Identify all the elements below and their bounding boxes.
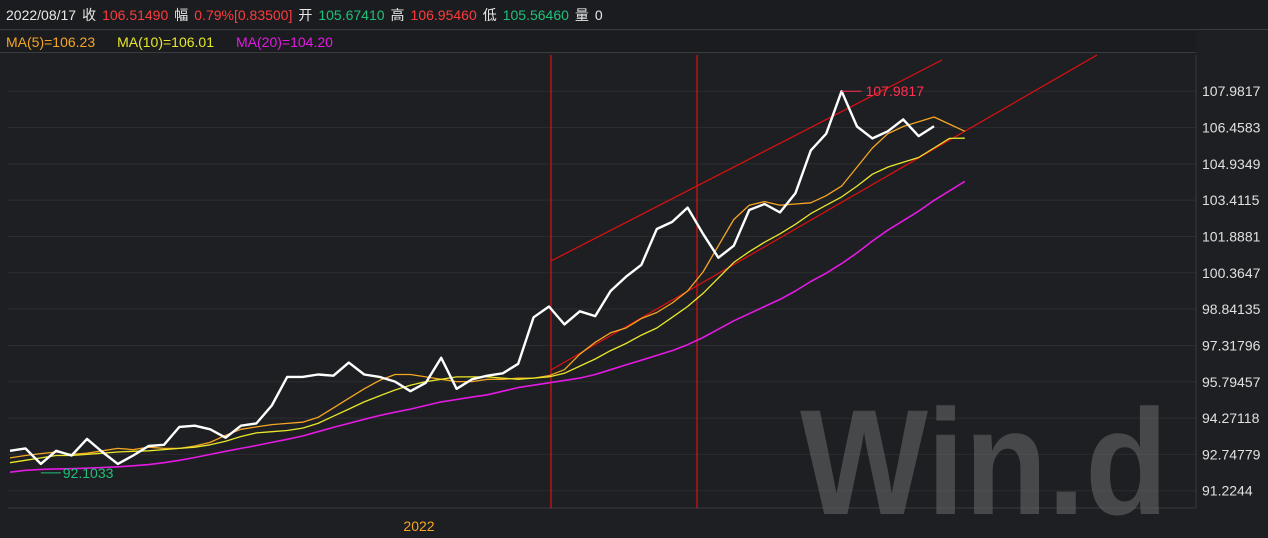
low-label: 低	[482, 6, 497, 23]
series-line-price	[9, 89, 935, 466]
y-tick-label: 103.4115	[1202, 192, 1260, 208]
series-line-ma5	[9, 116, 966, 459]
high-value: 106.95460	[410, 6, 477, 23]
watermark-text: Win.d	[800, 404, 1168, 516]
x-tick-label: 2022	[403, 518, 434, 534]
wind-logo-watermark: Win.d	[800, 404, 1168, 516]
quote-info-bar: 2022/08/17 收 106.51490 幅 0.79%[0.83500] …	[0, 0, 1268, 30]
volume-label: 量	[574, 6, 589, 23]
open-value: 105.67410	[318, 6, 385, 23]
series-layer	[9, 89, 966, 473]
series-line-ma20	[9, 180, 966, 473]
lower-channel-line	[550, 54, 1098, 371]
y-tick-label: 92.74779	[1202, 446, 1261, 462]
y-tick-label: 98.84135	[1202, 301, 1261, 317]
y-tick-label: 106.4583	[1202, 120, 1261, 136]
ma-legend-bar: MA(5)=106.23 MA(10)=106.01 MA(20)=104.20	[0, 31, 1196, 53]
legend-ma10: MA(10)=106.01	[117, 33, 215, 50]
legend-ma20: MA(20)=104.20	[236, 33, 333, 50]
y-tick-label: 104.9349	[1202, 156, 1261, 172]
low-value: 105.56460	[502, 6, 569, 23]
y-tick-label: 91.2244	[1202, 483, 1253, 499]
close-value: 106.51490	[102, 6, 169, 23]
change-value: 0.79%[0.83500]	[194, 6, 293, 23]
y-tick-label: 95.79457	[1202, 374, 1261, 390]
y-tick-label: 107.9817	[1202, 83, 1261, 99]
high-label: 高	[390, 6, 405, 23]
min-value-label: 92.1033	[63, 465, 114, 481]
y-tick-label: 100.3647	[1202, 265, 1261, 281]
close-label: 收	[82, 6, 97, 23]
legend-ma5: MA(5)=106.23	[6, 33, 96, 50]
open-label: 开	[298, 6, 313, 23]
y-tick-label: 101.8881	[1202, 228, 1261, 244]
max-value-label: 107.9817	[866, 83, 925, 99]
volume-value: 0	[594, 6, 603, 23]
extreme-markers: 107.9817 92.1033	[40, 83, 925, 481]
y-axis: 107.9817 106.4583 104.9349 103.4115 101.8881…	[1202, 83, 1261, 499]
trend-layer	[550, 54, 1098, 508]
change-label: 幅	[174, 6, 189, 23]
grid-layer	[8, 55, 1197, 509]
y-tick-label: 97.31796	[1202, 337, 1261, 353]
y-tick-label: 94.27118	[1202, 410, 1260, 426]
upper-channel-line	[550, 59, 943, 262]
quote-date: 2022/08/17	[6, 6, 77, 23]
